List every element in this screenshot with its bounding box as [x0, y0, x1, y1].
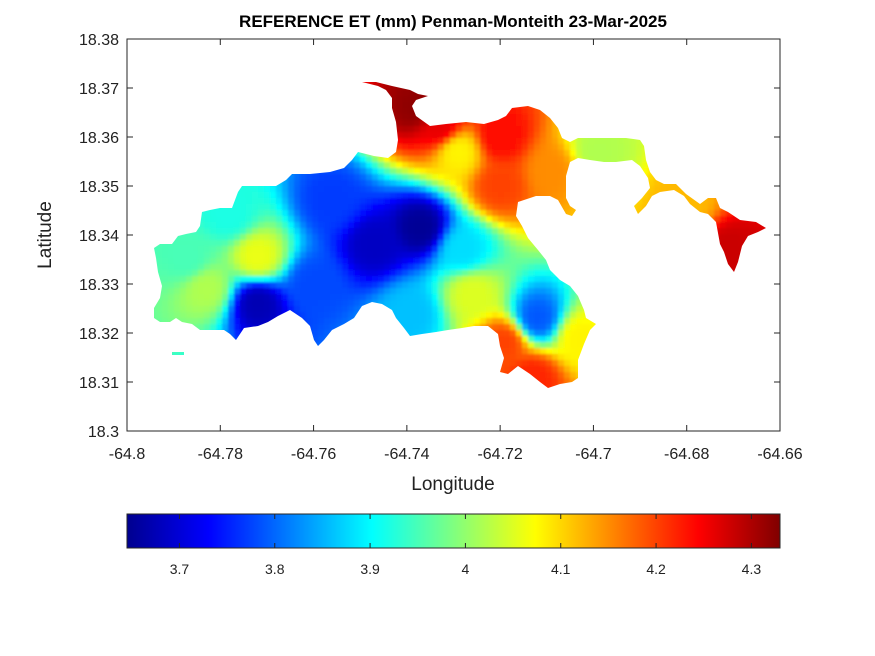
colorbar — [126, 513, 781, 549]
colorbar-tick-label: 3.9 — [360, 561, 380, 577]
y-tick-label: 18.33 — [79, 277, 119, 294]
x-tick-label: -64.76 — [291, 446, 336, 463]
y-tick-label: 18.37 — [79, 81, 119, 98]
x-axis: -64.8 -64.78 -64.76 -64.74 -64.72 -64.7 -64.68… — [109, 39, 803, 463]
x-tick-label: -64.74 — [384, 446, 429, 463]
y-tick-label: 18.32 — [79, 326, 119, 343]
y-axis-label: Latitude — [35, 201, 56, 269]
y-tick-label: 18.36 — [79, 130, 119, 147]
x-tick-label: -64.78 — [198, 446, 243, 463]
colorbar-tick-label: 4.3 — [742, 561, 762, 577]
x-tick-label: -64.7 — [575, 446, 612, 463]
y-tick-label: 18.3 — [88, 424, 119, 441]
y-tick-label: 18.38 — [79, 32, 119, 49]
x-tick-label: -64.68 — [664, 446, 709, 463]
colorbar-tick-label: 3.7 — [170, 561, 190, 577]
colorbar-tick-label: 4.1 — [551, 561, 571, 577]
y-tick-label: 18.34 — [79, 228, 119, 245]
colorbar-tick-label: 4 — [462, 561, 470, 577]
y-tick-label: 18.31 — [79, 375, 119, 392]
y-tick-label: 18.35 — [79, 179, 119, 196]
x-axis-label: Longitude — [411, 474, 494, 495]
x-tick-label: -64.72 — [477, 446, 522, 463]
colorbar-ticks: 3.7 3.8 3.9 4 4.1 4.2 4.3 — [170, 514, 762, 577]
colorbar-tick-label: 4.2 — [646, 561, 666, 577]
x-tick-label: -64.8 — [109, 446, 146, 463]
chart-title: REFERENCE ET (mm) Penman-Monteith 23-Mar… — [239, 12, 667, 31]
colorbar-tick-label: 3.8 — [265, 561, 285, 577]
y-axis: 18.3 18.31 18.32 18.33 18.34 18.35 18.36 18.37 1… — [79, 32, 780, 441]
x-tick-label: -64.66 — [757, 446, 802, 463]
